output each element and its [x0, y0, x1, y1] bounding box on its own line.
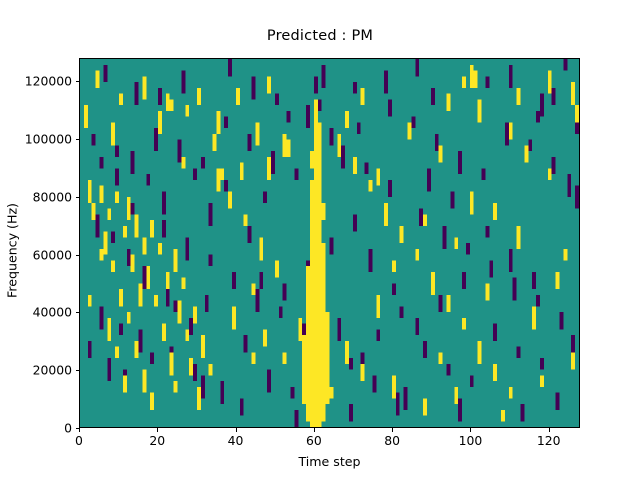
y-tick-mark [75, 81, 79, 83]
x-tick-mark [392, 428, 394, 432]
y-tick-mark [75, 428, 79, 429]
y-tick-label: 40000 [32, 304, 72, 320]
y-tick-mark [75, 254, 79, 256]
y-tick-mark [75, 370, 79, 372]
y-tick-mark [75, 138, 79, 140]
y-tick-label: 0 [64, 420, 72, 436]
page-title: Predicted : PM [266, 28, 374, 44]
y-tick-mark [75, 196, 79, 198]
x-tick-mark [548, 428, 550, 432]
x-tick-mark [313, 428, 315, 432]
y-tick-label: 100000 [24, 131, 72, 147]
y-tick-label: 80000 [32, 189, 72, 205]
x-tick-label: 40 [227, 433, 244, 448]
x-tick-mark [235, 428, 237, 432]
x-tick-label: 0 [75, 433, 83, 448]
x-tick-label: 60 [305, 433, 322, 448]
x-tick-label: 100 [458, 433, 483, 448]
x-axis-label: Time step [298, 454, 361, 469]
x-tick-label: 20 [149, 433, 166, 448]
y-tick-mark [75, 312, 79, 314]
x-tick-label: 80 [384, 433, 401, 448]
y-axis-label: Frequency (Hz) [4, 203, 20, 298]
x-tick-mark [157, 428, 159, 432]
heatmap-axes [79, 58, 580, 428]
x-tick-mark [79, 428, 80, 432]
x-tick-label: 120 [536, 433, 561, 448]
y-tick-label: 60000 [32, 247, 72, 263]
heatmap-image [80, 59, 579, 427]
x-tick-mark [470, 428, 472, 432]
y-tick-label: 120000 [24, 73, 72, 89]
y-tick-label: 20000 [32, 362, 72, 378]
